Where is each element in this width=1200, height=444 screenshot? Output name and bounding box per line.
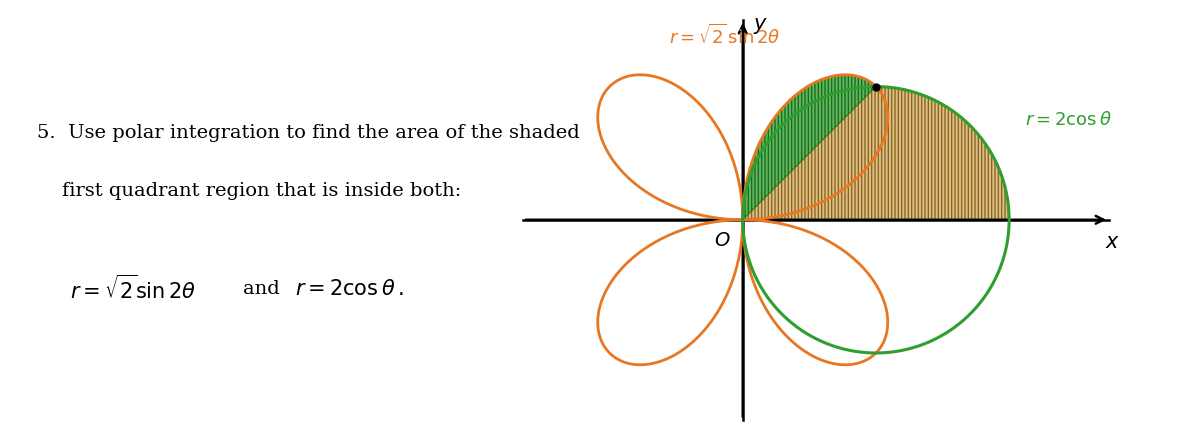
Text: $r = \sqrt{2}\sin 2\theta$: $r = \sqrt{2}\sin 2\theta$ (70, 274, 197, 303)
Text: $r = 2\cos\theta$: $r = 2\cos\theta$ (1025, 111, 1112, 129)
Text: and: and (244, 280, 280, 297)
Polygon shape (743, 87, 1009, 220)
Text: $O$: $O$ (714, 232, 731, 250)
Text: $r = 2\cos\theta\,.$: $r = 2\cos\theta\,.$ (295, 278, 403, 299)
Text: $r = \sqrt{2}\,\sin 2\theta$: $r = \sqrt{2}\,\sin 2\theta$ (670, 24, 781, 48)
Text: first quadrant region that is inside both:: first quadrant region that is inside bot… (37, 182, 462, 200)
Text: $y$: $y$ (754, 16, 768, 36)
Polygon shape (743, 75, 876, 220)
Text: $x$: $x$ (1105, 233, 1121, 252)
Text: 5.  Use polar integration to find the area of the shaded: 5. Use polar integration to find the are… (37, 124, 580, 142)
